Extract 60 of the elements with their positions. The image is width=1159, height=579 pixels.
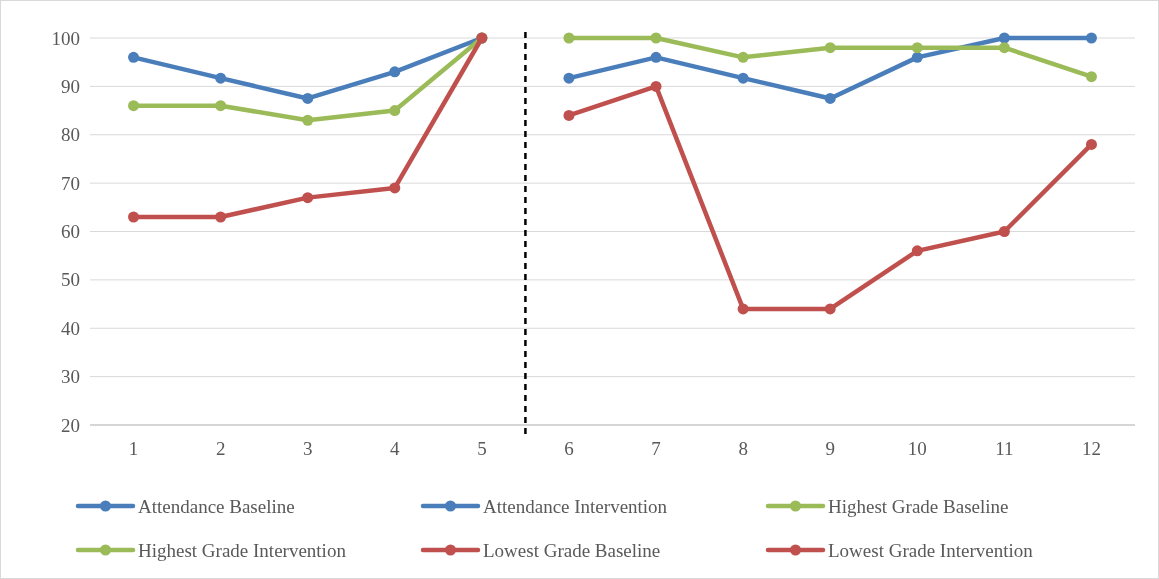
y-tick-label: 70 — [61, 172, 80, 194]
point — [389, 66, 401, 78]
x-tick-label: 2 — [215, 438, 226, 459]
x-tick-label: 10 — [907, 438, 927, 459]
point — [302, 92, 314, 104]
x-tick-label: 8 — [738, 438, 748, 459]
x-tick-label: 6 — [564, 438, 574, 459]
point — [389, 105, 401, 117]
point — [563, 109, 575, 121]
point — [998, 32, 1010, 44]
y-tick-label: 60 — [61, 221, 80, 242]
point — [1085, 138, 1097, 150]
point — [215, 211, 227, 223]
point — [128, 211, 140, 223]
point — [563, 32, 575, 44]
point — [737, 72, 749, 84]
y-tick-label: 90 — [61, 75, 80, 97]
point — [302, 114, 314, 126]
point — [824, 92, 836, 104]
y-tick-label: 100 — [51, 27, 80, 49]
point — [824, 303, 836, 315]
legend-label: Highest Grade Baseline — [828, 495, 1009, 517]
point — [911, 245, 923, 257]
x-tick-label: 11 — [995, 438, 1014, 459]
point — [650, 80, 662, 92]
point — [650, 32, 662, 44]
legend-label: Lowest Grade Intervention — [828, 539, 1034, 561]
x-tick-label: 4 — [390, 438, 401, 459]
legend-label: Lowest Grade Baseline — [483, 539, 661, 561]
point — [737, 51, 749, 63]
x-tick-label: 7 — [651, 438, 661, 459]
y-tick-label: 40 — [61, 317, 80, 339]
point — [911, 51, 923, 63]
x-tick-label: 1 — [128, 438, 139, 459]
x-tick-label: 3 — [302, 438, 313, 459]
point — [302, 192, 314, 204]
x-tick-label: 12 — [1081, 438, 1101, 459]
x-tick-label: 5 — [477, 438, 487, 459]
y-tick-label: 80 — [61, 124, 80, 146]
point — [128, 51, 140, 63]
point — [1085, 71, 1097, 83]
point — [1085, 32, 1097, 44]
y-tick-label: 30 — [61, 366, 80, 388]
point — [998, 42, 1010, 54]
x-tick-label: 9 — [825, 438, 835, 459]
y-tick-label: 50 — [61, 269, 80, 291]
point — [650, 51, 662, 63]
point — [389, 182, 401, 194]
point — [215, 72, 227, 84]
legend-label: Highest Grade Intervention — [138, 539, 347, 561]
point — [824, 42, 836, 54]
point — [128, 100, 140, 112]
point — [998, 226, 1010, 237]
point — [737, 303, 749, 315]
point — [215, 100, 227, 112]
legend-label: Attendance Intervention — [483, 495, 668, 517]
y-tick-label: 20 — [61, 414, 80, 436]
legend-label: Attendance Baseline — [138, 495, 295, 517]
point — [563, 72, 575, 84]
point — [911, 42, 923, 54]
